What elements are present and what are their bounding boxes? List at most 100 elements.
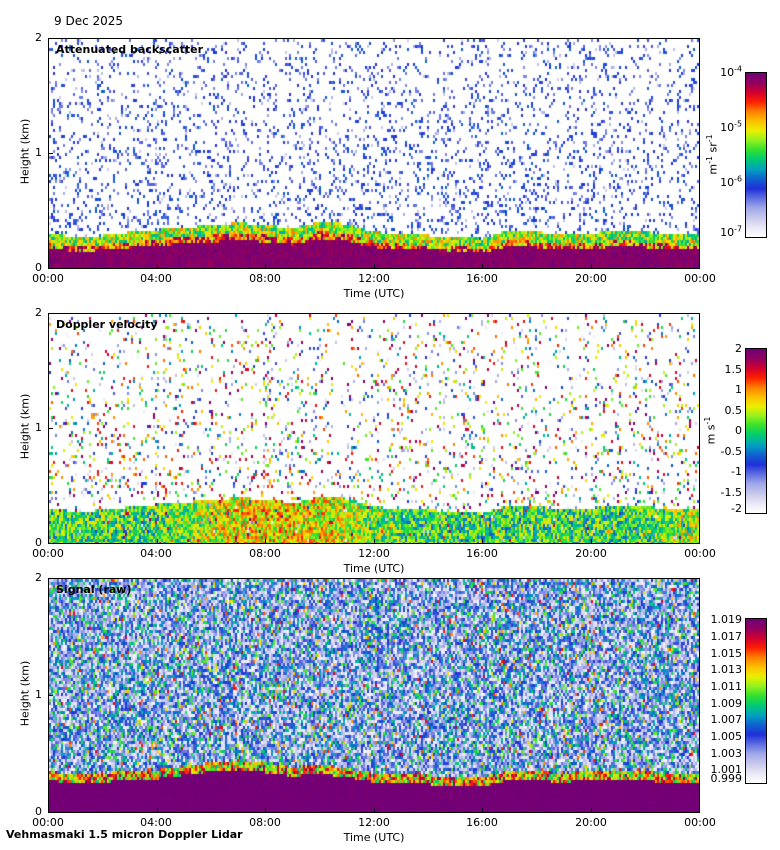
panel2-xtick-0: 00:00: [32, 547, 64, 560]
panel1-xtick-1: 04:00: [140, 272, 172, 285]
panel2-cbar-tick-2: 1: [735, 383, 742, 396]
panel2-xtick-4: 16:00: [466, 547, 498, 560]
panel1-xlabel: Time (UTC): [343, 287, 405, 300]
panel3-cbar-tick-10: 0.999: [710, 772, 743, 785]
panel2-plot-area[interactable]: [48, 313, 700, 544]
panel1-xtick-4: 16:00: [466, 272, 498, 285]
panel1-colorbar[interactable]: [745, 72, 767, 238]
panel3-cbar-tick-2: 1.015: [710, 647, 743, 660]
panel2-cbar-tick-7: -1.5: [720, 486, 742, 499]
panel1-colorbar-unit: m-1 sr-1: [704, 134, 720, 175]
panel3-cbar-tick-6: 1.007: [710, 713, 743, 726]
panel3-ytick-1: 1: [35, 688, 42, 701]
panel3-title: Signal (raw): [56, 583, 132, 596]
panel3-xtick-mark-6: [699, 808, 700, 813]
panel1-cbar-tick-3: 10-7: [720, 224, 742, 239]
panel3-xtick-6: 00:00: [684, 816, 716, 829]
panel3-cbar-tick-5: 1.009: [710, 697, 743, 710]
panel3-colorbar-gradient: [746, 619, 766, 783]
panel2-cbar-tick-6: -1: [731, 465, 742, 478]
panel2-xtick-5: 20:00: [575, 547, 607, 560]
panel2-cbar-tick-1: 1.5: [724, 363, 743, 376]
panel2-colorbar-gradient: [746, 349, 766, 513]
panel3-xtick-mark-1: [157, 808, 158, 813]
panel1-xtick-mark-1: [157, 264, 158, 269]
panel2-xtick-mark-2: [265, 539, 266, 544]
panel1-cbar-tick-0: 10-4: [720, 64, 742, 79]
panel3-xtick-mark-5: [591, 808, 592, 813]
panel3-ytick-mark-2: [48, 812, 53, 813]
panel2-xtick-mark-3: [374, 539, 375, 544]
panel3-xlabel: Time (UTC): [343, 831, 405, 844]
panel2-ytick-0: 0: [35, 536, 42, 549]
panel2-cbar-tick-8: -2: [731, 502, 742, 515]
panel3-cbar-tick-9: 1.001: [710, 763, 743, 776]
panel1-title: Attenuated backscatter: [56, 43, 204, 56]
panel2-xtick-mark-5: [591, 539, 592, 544]
panel1-ytick-mark-2: [48, 268, 53, 269]
panel1-heatmap-canvas: [49, 39, 699, 268]
panel3-cbar-tick-1: 1.017: [710, 630, 743, 643]
panel3-colorbar[interactable]: [745, 618, 767, 784]
panel3-xtick-4: 16:00: [466, 816, 498, 829]
panel2-xtick-1: 04:00: [140, 547, 172, 560]
panel1-xtick-6: 00:00: [684, 272, 716, 285]
panel3-xtick-mark-2: [265, 808, 266, 813]
panel1-xtick-mark-5: [591, 264, 592, 269]
panel1-ytick-mark-0: [48, 38, 53, 39]
panel3-ytick-mark-0: [48, 578, 53, 579]
panel2-ytick-1: 1: [35, 421, 42, 434]
date-label: 9 Dec 2025: [54, 14, 124, 28]
panel1-xtick-mark-3: [374, 264, 375, 269]
panel3-ytick-mark-1: [48, 695, 53, 696]
panel1-xtick-3: 12:00: [358, 272, 390, 285]
panel3-xtick-mark-4: [482, 808, 483, 813]
panel3-ytick-2: 2: [35, 571, 42, 584]
panel2-colorbar[interactable]: [745, 348, 767, 514]
panel3-cbar-tick-3: 1.013: [710, 663, 743, 676]
panel3-xtick-mark-0: [48, 808, 49, 813]
panel3-cbar-tick-7: 1.005: [710, 730, 743, 743]
panel1-ytick-1: 1: [35, 146, 42, 159]
panel2-cbar-tick-0: 2: [735, 342, 742, 355]
panel1-xtick-2: 08:00: [249, 272, 281, 285]
panel2-ytick-mark-2: [48, 543, 53, 544]
panel3-plot-area[interactable]: [48, 578, 700, 813]
panel2-ytick-mark-1: [48, 428, 53, 429]
footer-caption: Vehmasmaki 1.5 micron Doppler Lidar: [6, 828, 243, 841]
panel1-xtick-mark-4: [482, 264, 483, 269]
panel1-ytick-0: 0: [35, 261, 42, 274]
panel2-ytick-2: 2: [35, 306, 42, 319]
panel1-xtick-5: 20:00: [575, 272, 607, 285]
panel1-plot-area[interactable]: [48, 38, 700, 269]
panel2-cbar-tick-5: -0.5: [720, 445, 742, 458]
panel1-xtick-mark-2: [265, 264, 266, 269]
panel2-colorbar-unit: m s-1: [702, 416, 718, 445]
panel3-cbar-tick-4: 1.011: [710, 680, 743, 693]
panel3-cbar-tick-0: 1.019: [710, 613, 743, 626]
panel2-cbar-tick-4: 0: [735, 424, 742, 437]
panel2-xlabel: Time (UTC): [343, 562, 405, 575]
panel2-xtick-3: 12:00: [358, 547, 390, 560]
panel1-cbar-tick-1: 10-5: [720, 119, 742, 134]
panel1-xtick-mark-6: [699, 264, 700, 269]
panel2-heatmap-canvas: [49, 314, 699, 543]
panel3-ytick-0: 0: [35, 805, 42, 818]
panel2-cbar-tick-3: 0.5: [724, 404, 743, 417]
panel2-xtick-6: 00:00: [684, 547, 716, 560]
panel1-colorbar-gradient: [746, 73, 766, 237]
panel1-xtick-0: 00:00: [32, 272, 64, 285]
panel3-xtick-3: 12:00: [358, 816, 390, 829]
panel3-xtick-2: 08:00: [249, 816, 281, 829]
panel1-cbar-tick-2: 10-6: [720, 174, 742, 189]
panel2-xtick-mark-1: [157, 539, 158, 544]
panel2-xtick-mark-6: [699, 539, 700, 544]
panel2-xtick-mark-4: [482, 539, 483, 544]
panel3-xtick-mark-3: [374, 808, 375, 813]
panel3-xtick-5: 20:00: [575, 816, 607, 829]
panel3-xtick-1: 04:00: [140, 816, 172, 829]
panel1-xtick-mark-0: [48, 264, 49, 269]
panel2-xtick-mark-0: [48, 539, 49, 544]
panel2-xtick-2: 08:00: [249, 547, 281, 560]
